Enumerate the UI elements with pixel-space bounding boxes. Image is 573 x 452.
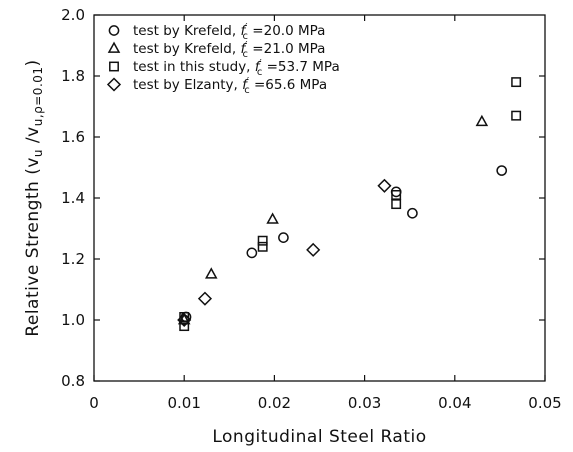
legend-entry-label: test by Krefeld, f′ c =20.0 MPa [133, 22, 325, 42]
y-tick-label: 1.0 [61, 311, 85, 329]
diamond-data-point [177, 312, 192, 328]
diamond-data-point [306, 242, 321, 257]
square-data-point [257, 235, 268, 246]
y-tick-label: 1.4 [61, 189, 85, 207]
circle-data-point [390, 186, 402, 198]
diamond-data-point [197, 291, 213, 306]
triangle-data-point [204, 267, 218, 279]
legend-entry-label: test in this study, f′ c =53.7 MPa [133, 58, 340, 78]
x-tick-label: 0.02 [258, 394, 291, 412]
triangle-data-point [475, 114, 489, 127]
circle-data-point [246, 247, 258, 259]
x-tick-label: 0.01 [167, 394, 200, 412]
legend-circle-marker [108, 25, 120, 36]
legend-entry-label: test by Elzanty, f′ c =65.6 MPa [133, 76, 327, 96]
x-tick-label: 0.03 [348, 394, 381, 412]
x-tick-label: 0 [89, 394, 99, 412]
legend-diamond-marker [106, 77, 122, 92]
y-tick-label: 1.2 [61, 250, 85, 268]
y-axis-title-suffix: ) [23, 59, 43, 66]
legend-entry-label: test by Krefeld, f′ c =21.0 MPa [133, 40, 325, 60]
y-axis-title: Relative Strength (vu /vu,ρ=0.01) [23, 59, 45, 336]
y-tick-label: 2.0 [61, 6, 85, 24]
y-ticks: 0.8 1.0 1.2 1.4 1.6 1.8 2.0 [61, 6, 545, 390]
circle-data-point [278, 232, 289, 243]
triangle-data-point [177, 313, 191, 325]
circle-data-point [496, 165, 508, 176]
data-points [177, 77, 522, 332]
y-axis-title-den-sub: u,ρ=0.01 [31, 66, 45, 126]
square-data-point [511, 77, 522, 88]
circle-data-point [407, 207, 418, 219]
square-data-point [257, 241, 268, 252]
y-axis-title-prefix: Relative Strength (v [23, 157, 43, 337]
diamond-data-point [377, 178, 392, 193]
y-tick-label: 0.8 [61, 372, 85, 390]
square-data-point [511, 110, 522, 121]
y-axis-title-num-sub: u [31, 149, 45, 157]
legend-square-marker [109, 61, 119, 72]
square-data-point [179, 312, 190, 322]
x-tick-label: 0.05 [528, 394, 561, 412]
square-data-point [391, 199, 402, 210]
legend-triangle-marker [107, 41, 121, 53]
x-axis-title: Longitudinal Steel Ratio [212, 427, 426, 447]
y-axis-title-mid: /v [23, 126, 43, 149]
y-tick-label: 1.8 [61, 67, 85, 85]
square-data-point [391, 190, 402, 200]
x-tick-label: 0.04 [438, 394, 471, 412]
triangle-data-point [266, 212, 279, 224]
x-ticks: 0 0.01 0.02 0.03 0.04 0.05 [89, 15, 562, 412]
y-tick-label: 1.6 [61, 128, 85, 146]
